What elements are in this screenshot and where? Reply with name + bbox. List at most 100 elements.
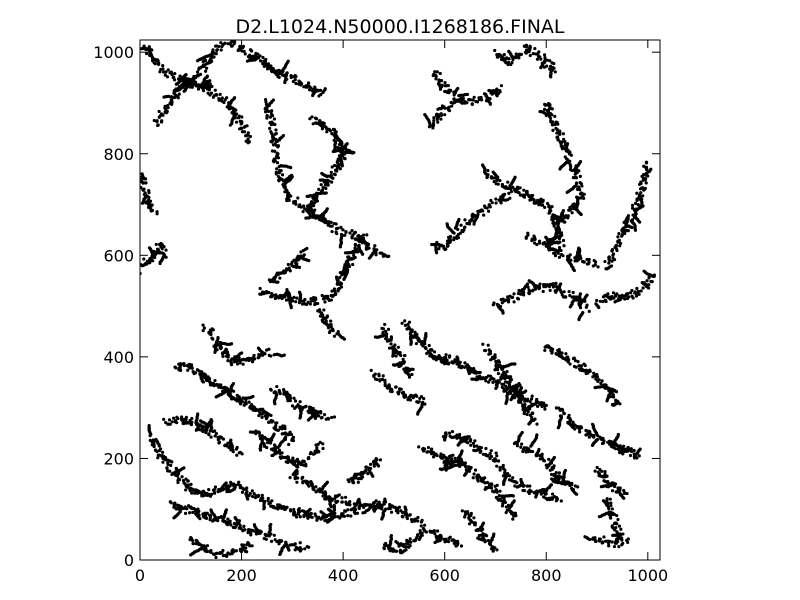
data-point — [440, 104, 445, 108]
data-point — [287, 268, 292, 272]
data-point — [639, 289, 643, 293]
data-point — [545, 201, 550, 206]
data-point — [568, 305, 572, 309]
data-point — [509, 378, 513, 382]
data-point — [494, 386, 498, 390]
data-point — [498, 465, 502, 470]
data-point — [353, 237, 357, 241]
data-point — [566, 421, 570, 425]
data-point — [381, 374, 385, 378]
data-point — [577, 247, 582, 251]
data-point — [550, 123, 555, 127]
data-point — [462, 228, 466, 232]
cluster-strand — [162, 412, 244, 457]
data-point — [599, 381, 603, 385]
data-point — [478, 475, 482, 479]
data-point — [229, 363, 234, 367]
data-point — [460, 509, 464, 513]
data-point — [511, 55, 515, 59]
data-point — [354, 250, 358, 254]
data-point — [493, 353, 497, 357]
data-point — [616, 235, 620, 239]
data-point — [197, 428, 202, 432]
data-point — [478, 445, 482, 449]
data-point — [528, 488, 532, 492]
data-point — [325, 130, 329, 134]
data-point — [176, 77, 181, 81]
data-point — [487, 352, 491, 356]
data-point — [272, 117, 277, 121]
data-point — [642, 164, 646, 168]
data-point — [329, 170, 333, 174]
data-point — [584, 433, 588, 437]
data-point — [603, 298, 607, 302]
data-point — [448, 354, 452, 358]
cluster-strand — [583, 535, 630, 549]
data-point — [410, 372, 414, 377]
data-point — [258, 286, 262, 291]
data-point — [567, 413, 571, 417]
data-point — [299, 82, 303, 86]
data-point — [168, 101, 173, 105]
data-point — [338, 245, 342, 249]
data-point — [389, 342, 393, 346]
data-point — [466, 221, 470, 226]
data-point — [559, 142, 563, 146]
data-point — [571, 202, 575, 207]
data-point — [615, 513, 619, 518]
data-point — [406, 398, 410, 402]
data-point — [223, 444, 227, 448]
data-point — [493, 48, 497, 53]
data-point — [494, 201, 498, 205]
data-point — [214, 395, 218, 399]
data-point — [308, 302, 312, 306]
data-point — [260, 415, 264, 419]
data-point — [333, 163, 337, 168]
data-point — [487, 203, 491, 207]
cluster-strand — [226, 40, 327, 98]
data-point — [332, 172, 337, 176]
cluster-strand — [400, 319, 451, 366]
data-point — [329, 319, 333, 323]
data-point — [496, 182, 500, 186]
cluster-strand — [460, 509, 499, 553]
data-point — [161, 64, 165, 68]
data-point — [176, 94, 180, 98]
data-point — [297, 265, 302, 269]
data-point — [261, 353, 265, 357]
data-point — [522, 195, 527, 199]
data-point — [530, 416, 534, 420]
data-point — [251, 359, 255, 363]
data-point — [520, 442, 524, 446]
data-point — [328, 323, 332, 327]
data-point — [612, 544, 617, 549]
data-point — [626, 228, 630, 233]
data-point — [436, 107, 440, 111]
data-point — [473, 439, 477, 443]
data-point — [268, 280, 273, 284]
data-point — [331, 329, 335, 333]
data-point — [476, 479, 480, 483]
data-point — [467, 469, 472, 473]
data-point — [384, 329, 388, 333]
data-point — [144, 181, 148, 185]
data-point — [457, 217, 461, 222]
cluster-strand — [543, 344, 622, 407]
data-point — [443, 438, 447, 442]
data-point — [610, 248, 615, 252]
data-point — [286, 262, 290, 267]
data-point — [556, 135, 560, 139]
data-point — [506, 62, 510, 67]
data-point — [245, 59, 250, 63]
data-point — [482, 213, 486, 217]
data-point — [626, 540, 630, 545]
data-point — [386, 327, 391, 331]
data-point — [504, 186, 508, 190]
data-point — [538, 454, 542, 458]
data-point — [621, 532, 625, 536]
data-point — [345, 142, 349, 146]
data-point — [514, 188, 518, 192]
data-point — [585, 262, 590, 266]
data-point — [430, 348, 434, 352]
data-point — [446, 106, 450, 110]
